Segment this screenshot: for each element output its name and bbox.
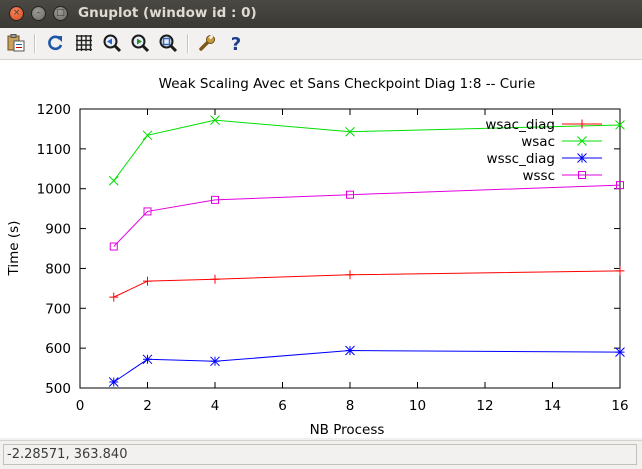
grid-icon [76, 35, 92, 51]
zoom-previous-icon [103, 34, 122, 53]
x-tick-label: 8 [346, 398, 355, 414]
legend-entry: wssc_diag [487, 151, 602, 167]
legend-marker [577, 136, 587, 146]
series-wsac [108, 115, 625, 186]
window-maximize-button[interactable]: □ [53, 6, 68, 21]
statusbar: -2.28571, 363.840 [0, 440, 642, 469]
clipboard-icon [7, 34, 25, 52]
y-tick-label: 700 [45, 301, 71, 317]
x-tick-label: 12 [476, 398, 493, 414]
legend-marker [577, 119, 587, 129]
help-button[interactable]: ? [226, 33, 246, 53]
help-icon: ? [231, 34, 241, 53]
x-tick-label: 10 [409, 398, 426, 414]
wrench-icon [199, 34, 215, 51]
y-tick-label: 1000 [37, 182, 71, 198]
refresh-icon [48, 35, 63, 51]
zoom-fit-icon [159, 34, 178, 53]
legend-label: wssc_diag [487, 151, 555, 167]
x-tick-label: 16 [611, 398, 628, 414]
x-axis-label: NB Process [310, 422, 385, 438]
series-line [113, 350, 621, 383]
legend-entry: wssc [522, 168, 602, 184]
data-point [210, 115, 220, 126]
data-point [211, 195, 219, 204]
data-point [345, 345, 355, 356]
data-point [210, 274, 220, 284]
window-title: Gnuplot (window id : 0) [78, 5, 257, 21]
data-point [615, 347, 625, 357]
series-wsac_diag [109, 266, 625, 302]
data-point [346, 190, 354, 199]
data-point [143, 207, 152, 216]
legend-entry: wsac [521, 134, 602, 150]
data-point [109, 242, 118, 251]
series-wssc [109, 181, 624, 251]
zoom-next-icon [131, 34, 150, 53]
coordinate-readout: -2.28571, 363.840 [3, 444, 637, 465]
grid-button[interactable] [74, 33, 94, 53]
data-point [615, 266, 625, 276]
legend-label: wsac_diag [485, 117, 555, 133]
x-tick-label: 0 [76, 398, 85, 414]
x-tick-label: 6 [278, 398, 287, 414]
y-tick-label: 1100 [37, 142, 71, 158]
series-wssc_diag [108, 345, 625, 387]
window-titlebar[interactable]: × – □ Gnuplot (window id : 0) [0, 0, 642, 29]
window-close-button[interactable]: × [9, 6, 24, 21]
zoom-previous-button[interactable] [102, 33, 122, 53]
y-tick-label: 1200 [37, 102, 71, 118]
replot-button[interactable] [45, 33, 65, 53]
x-tick-label: 2 [143, 398, 152, 414]
series-line [113, 184, 621, 247]
x-tick-label: 14 [544, 398, 561, 414]
legend-label: wssc [522, 168, 555, 184]
legend-marker [577, 153, 587, 163]
legend-marker [578, 171, 586, 179]
legend-entry: wsac_diag [485, 117, 602, 133]
plot-canvas[interactable]: Weak Scaling Avec et Sans Checkpoint Dia… [0, 60, 642, 438]
data-point [108, 377, 119, 387]
y-tick-label: 500 [45, 381, 71, 397]
data-point [109, 292, 119, 302]
svg-text:?: ? [231, 34, 241, 53]
data-point [210, 356, 220, 367]
data-point [143, 276, 152, 286]
y-tick-label: 600 [45, 341, 71, 357]
data-point [616, 181, 624, 190]
data-point [142, 354, 153, 365]
toolbar: ? [0, 28, 642, 60]
data-point [142, 130, 153, 141]
preferences-button[interactable] [197, 33, 217, 53]
legend-label: wsac [521, 134, 555, 150]
unzoom-button[interactable] [158, 33, 178, 53]
chart: Weak Scaling Avec et Sans Checkpoint Dia… [6, 76, 629, 438]
series-line [113, 270, 621, 298]
copy-to-clipboard-button[interactable] [6, 33, 26, 53]
data-point [615, 120, 625, 130]
y-axis-label: Time (s) [6, 221, 22, 277]
data-point [345, 270, 355, 280]
zoom-next-button[interactable] [130, 33, 150, 53]
data-point [108, 175, 119, 186]
chart-title: Weak Scaling Avec et Sans Checkpoint Dia… [159, 76, 536, 92]
window-minimize-button[interactable]: – [31, 6, 46, 21]
data-point [345, 126, 355, 137]
y-tick-label: 800 [45, 261, 71, 277]
x-tick-label: 4 [211, 398, 220, 414]
y-tick-label: 900 [45, 222, 71, 238]
